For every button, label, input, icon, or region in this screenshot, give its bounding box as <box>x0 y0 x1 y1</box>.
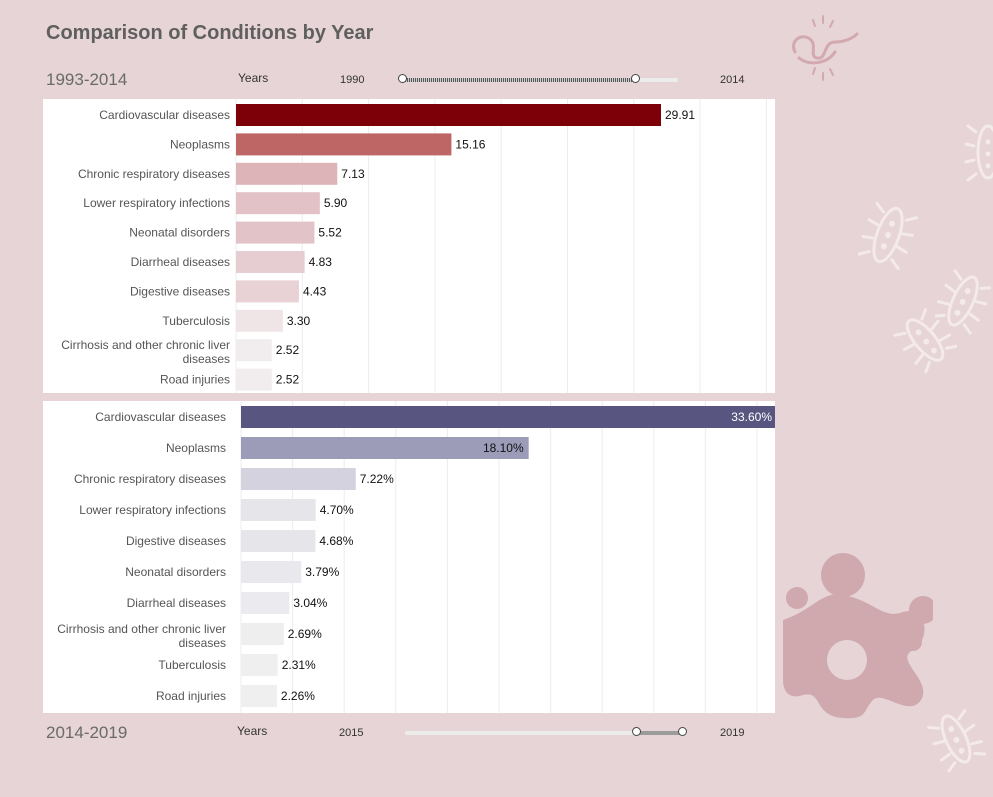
bottom-chart-value-label: 18.10% <box>483 441 524 455</box>
bottom-chart-value-label: 4.68% <box>319 534 353 548</box>
bottom-chart-value-label: 2.69% <box>288 627 322 641</box>
top-chart-category-label: Tuberculosis <box>162 314 230 328</box>
top-chart-value-label: 2.52 <box>276 343 300 357</box>
top-range-label: 1993-2014 <box>46 70 128 89</box>
bacteria-icon-3 <box>893 308 957 374</box>
bottom-chart-value-label: 33.60% <box>731 410 772 424</box>
top-chart-category-label: Cirrhosis and other chronic liver disease… <box>61 338 230 366</box>
top-chart-bar[interactable] <box>236 192 320 215</box>
top-chart-bar[interactable] <box>236 133 452 156</box>
bottom-slider-max-label: 2019 <box>720 727 745 739</box>
virus-blob-icon <box>783 553 933 719</box>
top-chart-category-label: Neoplasms <box>170 137 230 151</box>
bottom-chart-category-label: Lower respiratory infections <box>79 503 226 517</box>
bottom-chart-category-label: Neonatal disorders <box>125 565 226 579</box>
top-chart-value-label: 15.16 <box>455 137 485 151</box>
top-slider-range <box>403 78 636 82</box>
bottom-chart-value-label: 3.04% <box>293 596 327 610</box>
top-chart-category-label: Diarrheal diseases <box>131 255 230 269</box>
bottom-slider-min-label: 2015 <box>339 727 364 739</box>
bottom-chart-bar[interactable] <box>241 623 284 645</box>
bottom-slider-start-handle[interactable] <box>632 727 641 736</box>
top-chart-bar[interactable] <box>236 251 305 273</box>
top-slider-end-handle[interactable] <box>631 74 640 83</box>
top-chart-bar[interactable] <box>236 280 299 303</box>
bottom-slider-range <box>637 731 683 735</box>
top-chart-value-label: 3.30 <box>287 314 311 328</box>
top-year-slider[interactable] <box>398 74 678 83</box>
bottom-chart-bar[interactable] <box>241 561 302 583</box>
top-slider-max-label: 2014 <box>720 74 745 86</box>
top-chart-bar[interactable] <box>236 339 272 362</box>
bacteria-icon-4 <box>927 709 986 773</box>
top-chart-value-label: 29.91 <box>665 108 695 122</box>
top-chart-value-label: 7.13 <box>341 167 365 181</box>
bottom-chart-bar[interactable] <box>241 499 316 521</box>
top-chart-value-label: 4.43 <box>303 284 327 298</box>
bottom-chart-bar[interactable] <box>241 685 277 707</box>
bottom-chart-value-label: 7.22% <box>360 472 394 486</box>
worm-microbe-icon <box>792 15 859 81</box>
bottom-chart-category-label: Diarrheal diseases <box>127 596 226 610</box>
top-chart-bar[interactable] <box>236 162 338 185</box>
top-chart-value-label: 5.90 <box>324 196 348 210</box>
bottom-chart-category-label: Chronic respiratory diseases <box>74 472 226 486</box>
top-chart-panel: Cardiovascular diseases 29.91 Neoplasms 15.… <box>43 99 775 393</box>
bottom-chart-value-label: 4.70% <box>320 503 354 517</box>
bacteria-icon-1 <box>858 201 918 270</box>
bottom-chart-category-label: Neoplasms <box>166 441 226 455</box>
bottom-chart-value-label: 2.26% <box>281 689 315 703</box>
bottom-years-label: Years <box>237 724 268 738</box>
bacteria-icon-2 <box>935 269 991 335</box>
bottom-chart-value-label: 2.31% <box>282 658 316 672</box>
top-chart-value-label: 2.52 <box>276 373 300 387</box>
bottom-chart-bar[interactable] <box>241 530 316 552</box>
bottom-chart-bar[interactable] <box>241 654 278 676</box>
top-chart-category-label: Chronic respiratory diseases <box>78 167 230 181</box>
top-chart-category-label: Cardiovascular diseases <box>99 108 230 122</box>
top-bar-chart: Cardiovascular diseases 29.91 Neoplasms 15.… <box>61 99 767 393</box>
bottom-chart-value-label: 3.79% <box>305 565 339 579</box>
bottom-chart-category-label: Road injuries <box>156 689 226 703</box>
bottom-chart-category-label: Digestive diseases <box>126 534 226 548</box>
bottom-bar-chart: Cardiovascular diseases 33.60% Neoplasms 18… <box>57 401 775 713</box>
bottom-chart-bar[interactable] <box>241 437 529 459</box>
bottom-range-label: 2014-2019 <box>46 723 128 742</box>
top-chart-category-label: Digestive diseases <box>130 284 230 298</box>
top-years-label: Years <box>238 71 269 85</box>
bottom-chart-category-label: Tuberculosis <box>158 658 226 672</box>
top-slider-start-handle[interactable] <box>398 74 407 83</box>
top-chart-value-label: 5.52 <box>318 226 342 240</box>
top-chart-category-label: Neonatal disorders <box>129 226 230 240</box>
top-chart-bar[interactable] <box>236 368 272 391</box>
bacteria-edge-icon <box>964 124 993 182</box>
bottom-year-slider[interactable] <box>405 727 687 736</box>
bottom-chart-bar[interactable] <box>241 406 775 428</box>
dashboard-title: Comparison of Conditions by Year <box>46 22 374 44</box>
top-chart-bar[interactable] <box>236 104 661 126</box>
top-chart-category-label: Road injuries <box>160 373 230 387</box>
bottom-slider-end-handle[interactable] <box>678 727 687 736</box>
bottom-chart-category-label: Cardiovascular diseases <box>95 410 226 424</box>
top-chart-bar[interactable] <box>236 221 315 244</box>
bottom-chart-bar[interactable] <box>241 592 290 614</box>
top-slider-min-label: 1990 <box>340 74 365 86</box>
top-chart-bar[interactable] <box>236 309 283 332</box>
bottom-chart-category-label: Cirrhosis and other chronic liver disease… <box>57 622 226 650</box>
top-chart-category-label: Lower respiratory infections <box>83 196 230 210</box>
bottom-chart-bar[interactable] <box>241 468 356 490</box>
bottom-chart-panel: Cardiovascular diseases 33.60% Neoplasms 18… <box>43 401 775 713</box>
top-chart-value-label: 4.83 <box>309 255 333 269</box>
